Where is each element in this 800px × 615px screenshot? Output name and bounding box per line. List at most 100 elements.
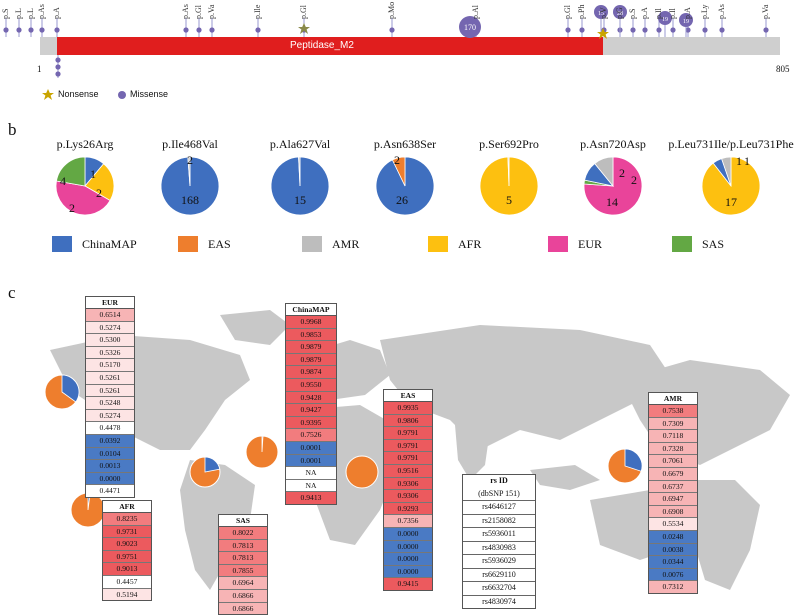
panel-a: 170 15 28 19 19 Peptidase_M2 1 805 Nonsense … [0, 0, 800, 110]
legend-label: ChinaMAP [82, 236, 137, 251]
legend-missense: Missense [130, 89, 169, 99]
table-cell: 0.5326 [86, 346, 134, 360]
table-cell: 0.6737 [649, 480, 697, 494]
mutation-label: p.Gl [563, 5, 572, 19]
table-cell: 0.7538 [649, 405, 697, 418]
legend-label: EUR [578, 236, 602, 251]
pie-slice-amr [187, 156, 191, 187]
legend-label: AFR [458, 236, 482, 251]
missense-dot [255, 27, 261, 33]
freq-table-china: ChinaMAP 0.9968 0.9853 0.9879 0.9879 0.9874 0.… [285, 303, 337, 505]
pie-count-label: 4 [60, 174, 66, 188]
missense-dot [389, 27, 395, 33]
pie-count-label: 1 [90, 167, 96, 181]
table-cell: 0.9428 [286, 391, 336, 405]
bubble-count: 19 [683, 19, 689, 25]
table-cell: 0.9395 [286, 416, 336, 430]
legend-label: AMR [332, 236, 360, 251]
legend-swatch [548, 236, 568, 252]
table-cell: 0.9935 [384, 402, 432, 415]
pie-title: p.Ala627Val [269, 137, 331, 151]
table-cell: 0.9415 [384, 578, 432, 590]
legend-nonsense: Nonsense [58, 89, 99, 99]
missense-dot [28, 27, 34, 33]
mutation-label: p.A [683, 7, 692, 19]
mutation-label: p.Ly [700, 4, 709, 19]
legend-label: SAS [702, 236, 725, 251]
rsid-cell: rs2158082 [463, 515, 535, 528]
table-cell: 0.7813 [219, 539, 267, 553]
missense-dot [39, 27, 45, 33]
missense-dot [670, 27, 676, 33]
table-header: SAS [219, 515, 267, 527]
pie-slice-afr [84, 163, 115, 202]
legend-label: EAS [208, 236, 231, 251]
table-cell: 0.9751 [103, 550, 151, 564]
table-cell: 0.9874 [286, 366, 336, 379]
missense-dot [209, 27, 215, 33]
legend-item-eur: EUR [548, 236, 602, 252]
table-cell: 0.7061 [649, 455, 697, 468]
map-pie-slice [61, 374, 80, 403]
pie-count-label: 2 [631, 173, 637, 187]
legend-swatch [428, 236, 448, 252]
table-cell: 0.5534 [649, 518, 697, 531]
mutation-label: p.G [615, 7, 624, 19]
map-india [455, 425, 490, 480]
pie-title: p.Asn638Ser [373, 137, 437, 151]
table-cell: 0.9516 [384, 464, 432, 478]
table-cell: 0.9013 [103, 563, 151, 576]
missense-dot [656, 27, 662, 33]
mutation-label: p.Ph [577, 4, 586, 19]
pie-title: p.Leu731Ile/p.Leu731Phe [668, 137, 794, 151]
legend-circle-icon [118, 91, 126, 99]
table-header: EUR [86, 297, 134, 309]
table-cell: 0.7526 [286, 429, 336, 442]
table-cell: 0.0104 [86, 447, 134, 461]
table-cell: 0.8022 [219, 527, 267, 540]
freq-table-amr: AMR 0.7538 0.7309 0.7118 0.7328 0.7061 0.6679 0… [648, 392, 698, 594]
pie-title: p.Lys26Arg [56, 137, 114, 151]
pie-count-label: 2 [187, 153, 193, 167]
mutation-label: p.L [26, 8, 35, 19]
table-cell: 0.7118 [649, 430, 697, 443]
mutation-label: p.As [37, 4, 46, 19]
pie-count-label: 2 [69, 201, 75, 215]
pie-count-label: 26 [396, 193, 408, 207]
mutation-label: p.S [1, 8, 10, 19]
rsid-cell: rs4830983 [463, 542, 535, 555]
table-cell: 0.9023 [103, 538, 151, 551]
mutation-count-bubble [594, 5, 608, 19]
missense-dot [54, 27, 60, 33]
missense-dot [55, 64, 61, 70]
rsid-cell: rs4646127 [463, 501, 535, 515]
missense-dot [183, 27, 189, 33]
missense-dot [719, 27, 725, 33]
pie-count-label: 1 [736, 154, 742, 168]
mutation-count-bubble [658, 11, 672, 25]
mutation-count-bubble [679, 13, 693, 27]
mutation-label: p.Gl [299, 5, 308, 19]
legend-swatch [178, 236, 198, 252]
legend-item-afr: AFR [428, 236, 481, 252]
rsid-header: rs ID [490, 476, 508, 485]
table-cell: 0.6866 [219, 589, 267, 603]
table-cell: 0.4478 [86, 422, 134, 435]
map-south-america-east [690, 480, 760, 590]
table-cell: 0.9731 [103, 525, 151, 539]
pie-count-label: 168 [181, 193, 199, 207]
table-cell: 0.6908 [649, 505, 697, 519]
table-cell: 0.9806 [384, 414, 432, 428]
map-greenland [220, 310, 290, 345]
pie-count-label: 2 [619, 166, 625, 180]
table-cell: 0.9306 [384, 477, 432, 491]
table-cell: 0.9879 [286, 341, 336, 354]
missense-dot [685, 27, 691, 33]
pie-slice-eas [391, 156, 406, 187]
pie-count-label: 2 [394, 153, 400, 167]
mutation-label: p.L [14, 8, 23, 19]
map-pie [345, 455, 379, 489]
table-cell: 0.0000 [384, 565, 432, 579]
map-pie-slice [204, 456, 221, 473]
table-cell: 0.9968 [286, 316, 336, 329]
